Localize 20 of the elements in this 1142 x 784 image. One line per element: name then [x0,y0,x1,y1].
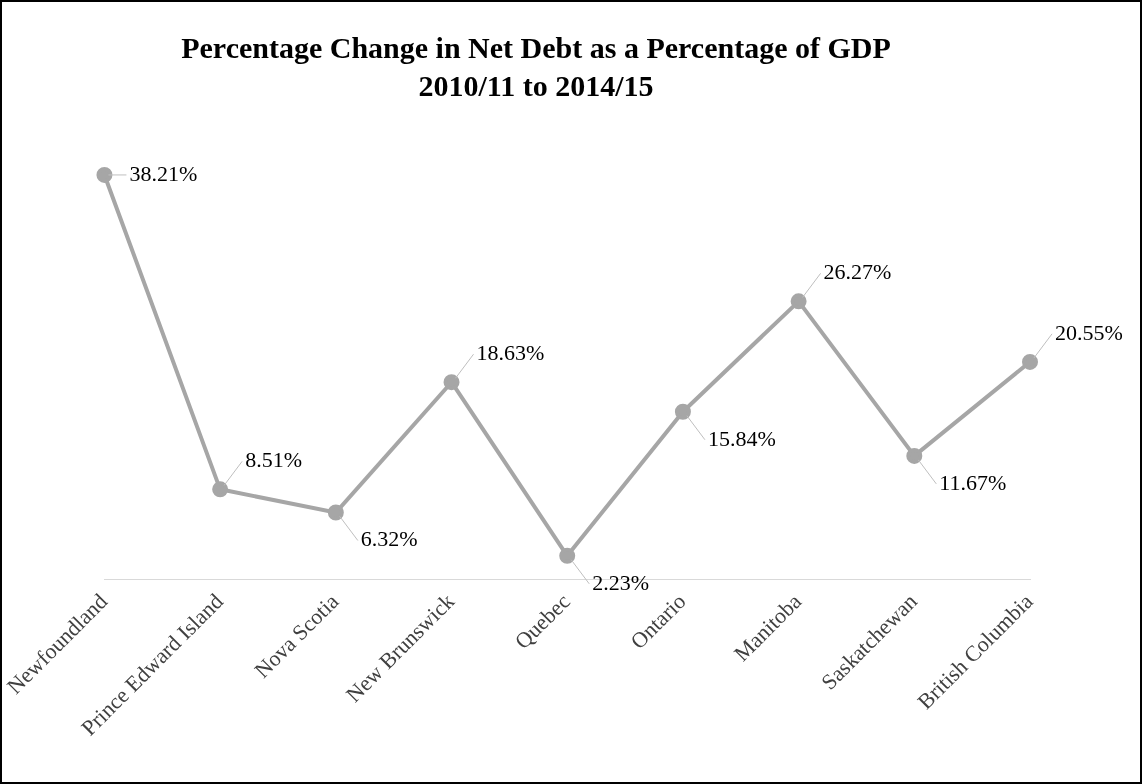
point [790,293,807,310]
point [96,166,113,183]
point [674,403,691,420]
data-label: 11.67% [939,469,1007,495]
data-label: 18.63% [476,339,545,365]
data-label: 8.51% [245,447,302,473]
data-label: 26.27% [823,259,892,285]
data-label: 2.23% [592,569,650,595]
point [212,481,229,498]
data-label: 38.21% [129,160,198,186]
chart-subtitle: 2010/11 to 2014/15 [418,68,654,102]
point [559,547,576,564]
data-label: 6.32% [360,526,418,552]
chart-title: Percentage Change in Net Debt as a Percentage of GDP [181,30,891,64]
point [443,374,460,391]
point [327,504,344,521]
data-label: 20.55% [1055,319,1123,345]
point [906,447,923,464]
data-label: 15.84% [707,425,776,451]
point [1022,353,1038,370]
